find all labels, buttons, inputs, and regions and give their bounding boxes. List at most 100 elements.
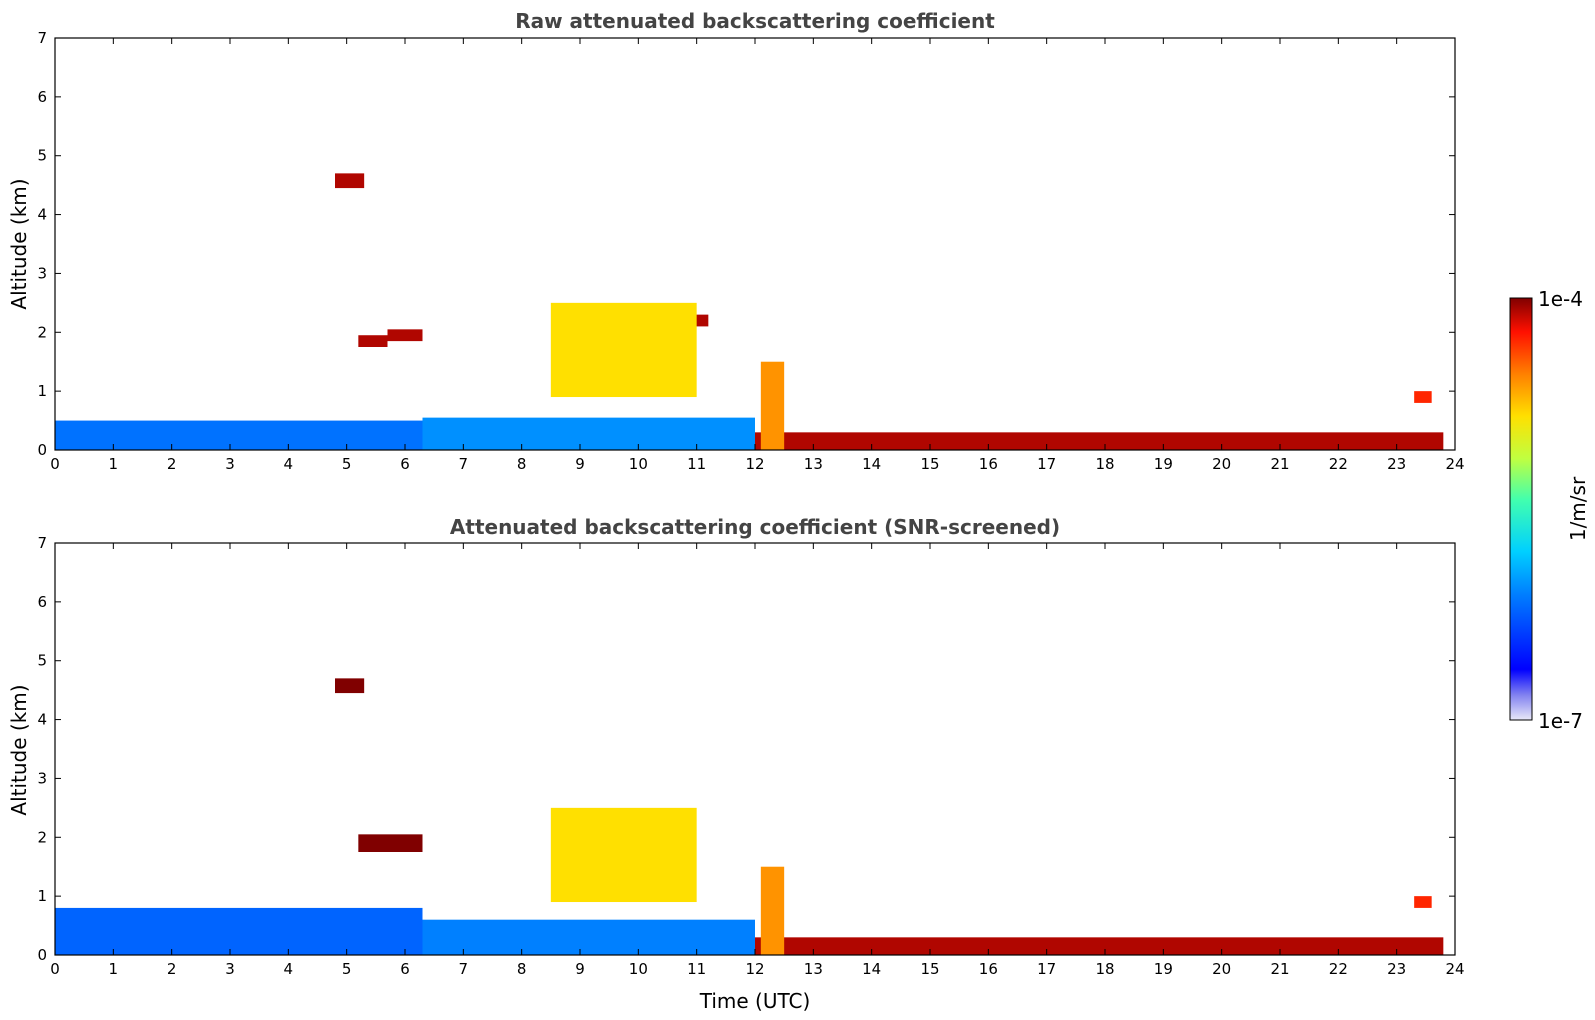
x-tick-label: 0 <box>50 455 60 473</box>
x-tick-label: 20 <box>1212 960 1231 978</box>
y-ticks: 0 1 2 3 4 5 6 7 <box>37 534 1455 964</box>
x-tick-label: 21 <box>1270 960 1289 978</box>
x-tick-label: 10 <box>629 455 648 473</box>
y-tick-label: 3 <box>37 769 47 787</box>
x-tick-label: 24 <box>1445 960 1464 978</box>
x-tick-label: 12 <box>745 455 764 473</box>
heatmap-cell <box>760 361 785 450</box>
x-tick-label: 6 <box>400 455 410 473</box>
x-tick-label: 11 <box>687 960 706 978</box>
x-tick-label: 21 <box>1270 455 1289 473</box>
y-axis-label: Altitude (km) <box>7 178 31 309</box>
heatmap-cell <box>55 420 423 450</box>
heatmap-cell <box>760 866 785 955</box>
x-tick-label: 6 <box>400 960 410 978</box>
x-tick-label: 5 <box>342 455 352 473</box>
x-tick-label: 20 <box>1212 455 1231 473</box>
x-tick-label: 10 <box>629 960 648 978</box>
x-tick-label: 12 <box>745 960 764 978</box>
panel-screened-title: Attenuated backscattering coefficient (S… <box>450 515 1060 539</box>
x-ticks: 0 1 2 3 4 5 6 7 8 9 10 11 12 13 14 15 16 17 18 19 20 21 22 23 24 <box>50 38 1465 473</box>
colorbar: 1e-4 1e-7 1/m/sr <box>1509 287 1590 733</box>
x-tick-label: 1 <box>109 960 119 978</box>
panel-screened: Attenuated backscattering coefficient (S… <box>7 515 1465 1013</box>
x-tick-label: 8 <box>517 960 527 978</box>
y-tick-label: 7 <box>37 29 47 47</box>
y-tick-label: 3 <box>37 264 47 282</box>
x-tick-label: 14 <box>862 455 881 473</box>
colorbar-min-label: 1e-7 <box>1538 709 1583 733</box>
x-tick-label: 19 <box>1154 455 1173 473</box>
colorbar-gradient <box>1509 297 1533 721</box>
heatmap-cell <box>550 302 697 398</box>
x-tick-label: 17 <box>1037 960 1056 978</box>
x-tick-label: 2 <box>167 455 177 473</box>
heatmap-cell <box>358 834 423 852</box>
plot-frame <box>54 542 1456 956</box>
x-tick-label: 7 <box>459 455 469 473</box>
y-tick-label: 6 <box>37 88 47 106</box>
y-axis-label: Altitude (km) <box>7 684 31 815</box>
x-tick-label: 15 <box>920 960 939 978</box>
heatmap-cell <box>358 335 388 347</box>
y-tick-label: 7 <box>37 534 47 552</box>
colorbar-max-label: 1e-4 <box>1538 287 1583 311</box>
y-tick-label: 5 <box>37 147 47 165</box>
x-tick-label: 7 <box>459 960 469 978</box>
y-tick-label: 2 <box>37 828 47 846</box>
x-ticks: 0 1 2 3 4 5 6 7 8 9 10 11 12 13 14 15 16 17 18 19 20 21 22 23 24 <box>50 543 1465 978</box>
y-tick-label: 0 <box>37 946 47 964</box>
x-tick-label: 23 <box>1387 455 1406 473</box>
x-tick-label: 23 <box>1387 960 1406 978</box>
heatmap-cell <box>1414 391 1432 403</box>
x-tick-label: 22 <box>1329 960 1348 978</box>
x-tick-label: 22 <box>1329 455 1348 473</box>
x-tick-label: 13 <box>804 455 823 473</box>
x-tick-label: 18 <box>1095 960 1114 978</box>
x-tick-label: 16 <box>979 960 998 978</box>
heatmap-cell <box>755 937 1444 955</box>
y-tick-label: 1 <box>37 382 47 400</box>
y-tick-label: 4 <box>37 206 47 224</box>
x-tick-label: 4 <box>284 455 294 473</box>
heatmap-cell <box>422 417 755 450</box>
x-tick-label: 4 <box>284 960 294 978</box>
heatmap-cell <box>335 678 365 694</box>
y-tick-label: 6 <box>37 593 47 611</box>
heatmap-cell <box>55 907 423 955</box>
panel-raw: Raw attenuated backscattering coefficien… <box>7 9 1465 473</box>
y-tick-label: 4 <box>37 711 47 729</box>
x-tick-label: 15 <box>920 455 939 473</box>
y-ticks: 0 1 2 3 4 5 6 7 <box>37 29 1455 459</box>
heatmap-screened <box>55 678 1444 955</box>
x-tick-label: 24 <box>1445 455 1464 473</box>
x-tick-label: 3 <box>225 455 235 473</box>
y-tick-label: 0 <box>37 441 47 459</box>
x-tick-label: 16 <box>979 455 998 473</box>
heatmap-cell <box>422 919 755 955</box>
y-tick-label: 1 <box>37 887 47 905</box>
x-tick-label: 13 <box>804 960 823 978</box>
heatmap-cell <box>550 807 697 903</box>
x-tick-label: 2 <box>167 960 177 978</box>
plot-frame <box>54 37 1456 451</box>
panel-raw-title: Raw attenuated backscattering coefficien… <box>515 9 995 33</box>
colorbar-unit-label: 1/m/sr <box>1566 476 1590 541</box>
x-tick-label: 9 <box>575 455 585 473</box>
x-tick-label: 8 <box>517 455 527 473</box>
x-tick-label: 14 <box>862 960 881 978</box>
heatmap-cell <box>1414 896 1432 908</box>
heatmap-cell <box>755 432 1444 450</box>
y-tick-label: 5 <box>37 652 47 670</box>
x-tick-label: 11 <box>687 455 706 473</box>
heatmap-cell <box>335 173 365 189</box>
x-tick-label: 9 <box>575 960 585 978</box>
x-axis-label: Time (UTC) <box>699 989 811 1013</box>
x-tick-label: 0 <box>50 960 60 978</box>
heatmap-raw <box>55 173 1444 450</box>
x-tick-label: 18 <box>1095 455 1114 473</box>
x-tick-label: 17 <box>1037 455 1056 473</box>
x-tick-label: 5 <box>342 960 352 978</box>
x-tick-label: 3 <box>225 960 235 978</box>
